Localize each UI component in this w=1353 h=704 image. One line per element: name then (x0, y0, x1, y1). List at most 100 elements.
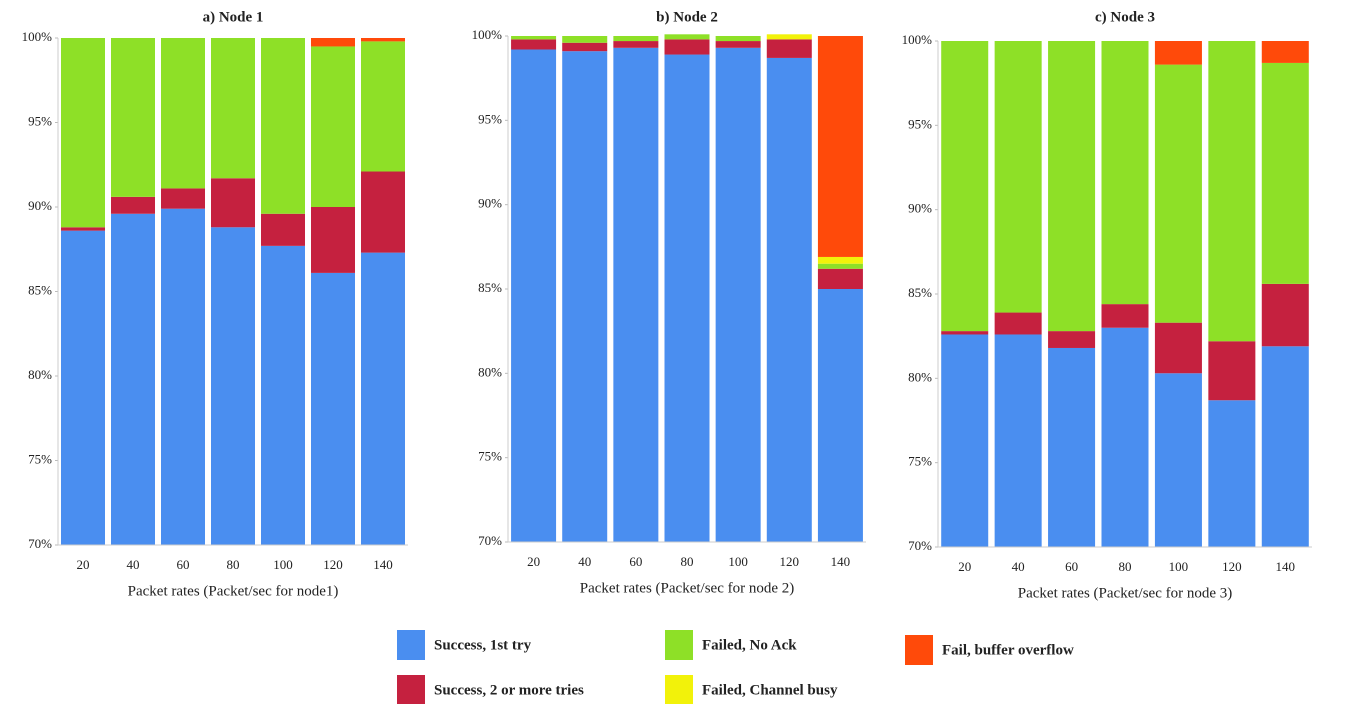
y-tick-label: 75% (28, 451, 52, 466)
y-tick-label: 90% (28, 198, 52, 213)
bar-segment (715, 36, 761, 42)
x-axis-label: Packet rates (Packet/sec for node 3) (1018, 585, 1233, 601)
x-tick-label: 40 (127, 557, 140, 572)
y-tick-label: 85% (908, 285, 932, 300)
y-tick-label: 70% (908, 538, 932, 553)
bar-segment (1261, 41, 1309, 63)
bar-segment (817, 263, 863, 269)
bar-segment (1261, 283, 1309, 347)
x-tick-label: 140 (831, 554, 851, 569)
x-tick-label: 20 (527, 554, 540, 569)
bar-segment (311, 46, 355, 208)
bar-segment (994, 41, 1042, 313)
bar-segment (1154, 373, 1202, 547)
chart-title: a) Node 1 (203, 9, 264, 25)
x-tick-label: 60 (1065, 559, 1078, 574)
bar-segment (715, 47, 761, 542)
bar-segment (61, 227, 105, 231)
x-tick-label: 100 (728, 554, 748, 569)
y-tick-label: 100% (472, 27, 503, 42)
bar-segment (1048, 347, 1096, 547)
x-tick-label: 40 (1012, 559, 1025, 574)
bar-segment (941, 41, 989, 332)
y-tick-label: 100% (22, 29, 53, 44)
bar-segment (211, 38, 255, 179)
bar-segment (994, 334, 1042, 547)
y-tick-label: 100% (902, 32, 933, 47)
y-tick-label: 70% (28, 536, 52, 551)
x-axis-label: Packet rates (Packet/sec for node1) (128, 583, 339, 599)
x-tick-label: 100 (1169, 559, 1189, 574)
bar-segment (161, 38, 205, 189)
bar-segment (361, 41, 405, 172)
y-tick-label: 90% (478, 196, 502, 211)
bar-segment (311, 207, 355, 273)
y-tick-label: 75% (908, 454, 932, 469)
legend-swatch (397, 630, 425, 660)
bar-segment (562, 51, 608, 543)
x-tick-label: 120 (780, 554, 800, 569)
chart-title: b) Node 2 (656, 9, 718, 25)
x-tick-label: 60 (629, 554, 642, 569)
bar-segment (1101, 327, 1149, 547)
bar-segment (511, 36, 557, 40)
bar-segment (1101, 41, 1149, 305)
bar-segment (361, 38, 405, 42)
bar-segment (1208, 41, 1256, 342)
bar-segment (766, 57, 812, 542)
legend-swatch (665, 630, 693, 660)
x-tick-label: 100 (273, 557, 293, 572)
x-tick-label: 40 (578, 554, 591, 569)
y-tick-label: 90% (908, 201, 932, 216)
x-axis-label: Packet rates (Packet/sec for node 2) (580, 580, 795, 596)
y-tick-label: 75% (478, 449, 502, 464)
bar-segment (941, 334, 989, 547)
bar-segment (613, 36, 659, 42)
bar-segment (261, 245, 305, 545)
bar-segment (61, 38, 105, 228)
bar-segment (261, 38, 305, 214)
legend-label: Failed, Channel busy (702, 682, 838, 698)
bar-segment (994, 312, 1042, 335)
x-tick-label: 20 (77, 557, 90, 572)
chart-title: c) Node 3 (1095, 9, 1155, 25)
legend-swatch (905, 635, 933, 665)
y-tick-label: 95% (908, 116, 932, 131)
x-tick-label: 140 (373, 557, 393, 572)
bar-segment (817, 256, 863, 264)
bar-segment (61, 230, 105, 545)
x-tick-label: 120 (323, 557, 343, 572)
bar-segment (613, 41, 659, 48)
bar-segment (361, 171, 405, 253)
x-tick-label: 60 (177, 557, 190, 572)
y-tick-label: 80% (478, 364, 502, 379)
bar-segment (1208, 400, 1256, 547)
x-tick-label: 80 (1119, 559, 1132, 574)
bar-segment (311, 272, 355, 545)
bar-segment (311, 38, 355, 47)
x-tick-label: 140 (1276, 559, 1296, 574)
x-tick-label: 80 (227, 557, 240, 572)
bar-segment (613, 47, 659, 542)
legend-swatch (397, 675, 425, 704)
bar-segment (941, 331, 989, 335)
legend-label: Success, 1st try (434, 637, 532, 653)
bar-segment (562, 42, 608, 52)
bar-segment (211, 227, 255, 545)
bar-segment (664, 39, 710, 55)
x-tick-label: 120 (1222, 559, 1242, 574)
y-tick-label: 80% (908, 369, 932, 384)
bar-segment (1048, 331, 1096, 348)
bar-segment (511, 49, 557, 542)
bar-segment (562, 36, 608, 43)
x-tick-label: 20 (958, 559, 971, 574)
bar-segment (161, 208, 205, 545)
bar-segment (1154, 322, 1202, 374)
bar-segment (1048, 41, 1096, 332)
bar-segment (1154, 41, 1202, 65)
bar-segment (766, 39, 812, 58)
bar-segment (715, 41, 761, 48)
bar-segment (361, 252, 405, 545)
legend-label: Failed, No Ack (702, 637, 797, 653)
